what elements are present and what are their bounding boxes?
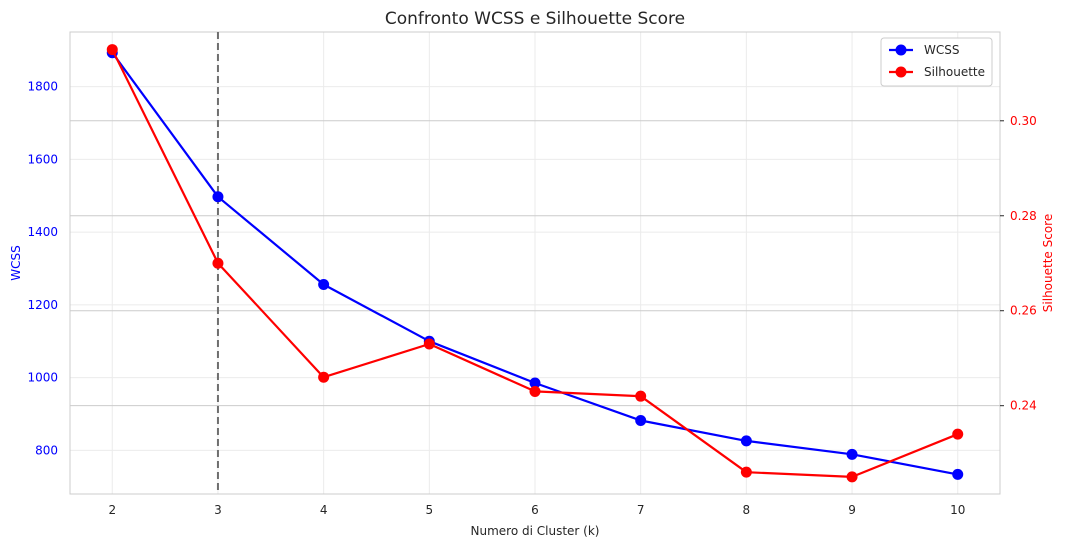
- right-tick-label: 0.28: [1010, 209, 1037, 223]
- right-tick-label: 0.24: [1010, 399, 1037, 413]
- plot-frame: [69, 31, 1001, 495]
- x-tick-label: 3: [214, 503, 222, 517]
- x-tick-label: 8: [743, 503, 751, 517]
- legend-marker-silhouette: [895, 66, 907, 78]
- data-point-silhouette: [846, 471, 858, 483]
- left-tick-label: 1800: [27, 80, 58, 94]
- x-tick-label: 6: [531, 503, 539, 517]
- x-tick-label: 7: [637, 503, 645, 517]
- x-tick-label: 5: [425, 503, 433, 517]
- x-tick-label: 2: [108, 503, 116, 517]
- data-point-wcss: [212, 191, 224, 203]
- right-axis-label: Silhouette Score: [1041, 214, 1055, 312]
- data-point-wcss: [846, 448, 858, 460]
- left-tick-label: 1600: [27, 152, 58, 166]
- x-tick-label: 10: [950, 503, 965, 517]
- data-point-wcss: [635, 415, 647, 427]
- data-point-silhouette: [635, 390, 647, 402]
- x-tick-label: 9: [848, 503, 856, 517]
- chart-title: Confronto WCSS e Silhouette Score: [385, 9, 685, 29]
- data-point-silhouette: [423, 338, 435, 350]
- left-tick-label: 1000: [27, 371, 58, 385]
- data-point-wcss: [740, 435, 752, 447]
- data-point-silhouette: [106, 44, 118, 56]
- left-tick-label: 1200: [27, 298, 58, 312]
- legend-label-wcss: WCSS: [924, 43, 959, 57]
- data-point-silhouette: [529, 385, 541, 397]
- x-axis-label: Numero di Cluster (k): [471, 524, 600, 538]
- data-point-wcss: [318, 278, 330, 290]
- data-point-silhouette: [740, 466, 752, 478]
- left-axis-label: WCSS: [9, 245, 23, 280]
- data-point-wcss: [529, 377, 541, 389]
- left-tick-label: 800: [35, 443, 58, 457]
- right-tick-label: 0.26: [1010, 304, 1037, 318]
- data-point-silhouette: [318, 371, 330, 383]
- x-tick-label: 4: [320, 503, 328, 517]
- data-point-wcss: [952, 468, 964, 480]
- legend-label-silhouette: Silhouette: [924, 65, 985, 79]
- data-point-silhouette: [952, 428, 964, 440]
- right-tick-label: 0.30: [1010, 114, 1037, 128]
- left-tick-label: 1400: [27, 225, 58, 239]
- legend-marker-wcss: [895, 44, 907, 56]
- data-point-silhouette: [212, 257, 224, 269]
